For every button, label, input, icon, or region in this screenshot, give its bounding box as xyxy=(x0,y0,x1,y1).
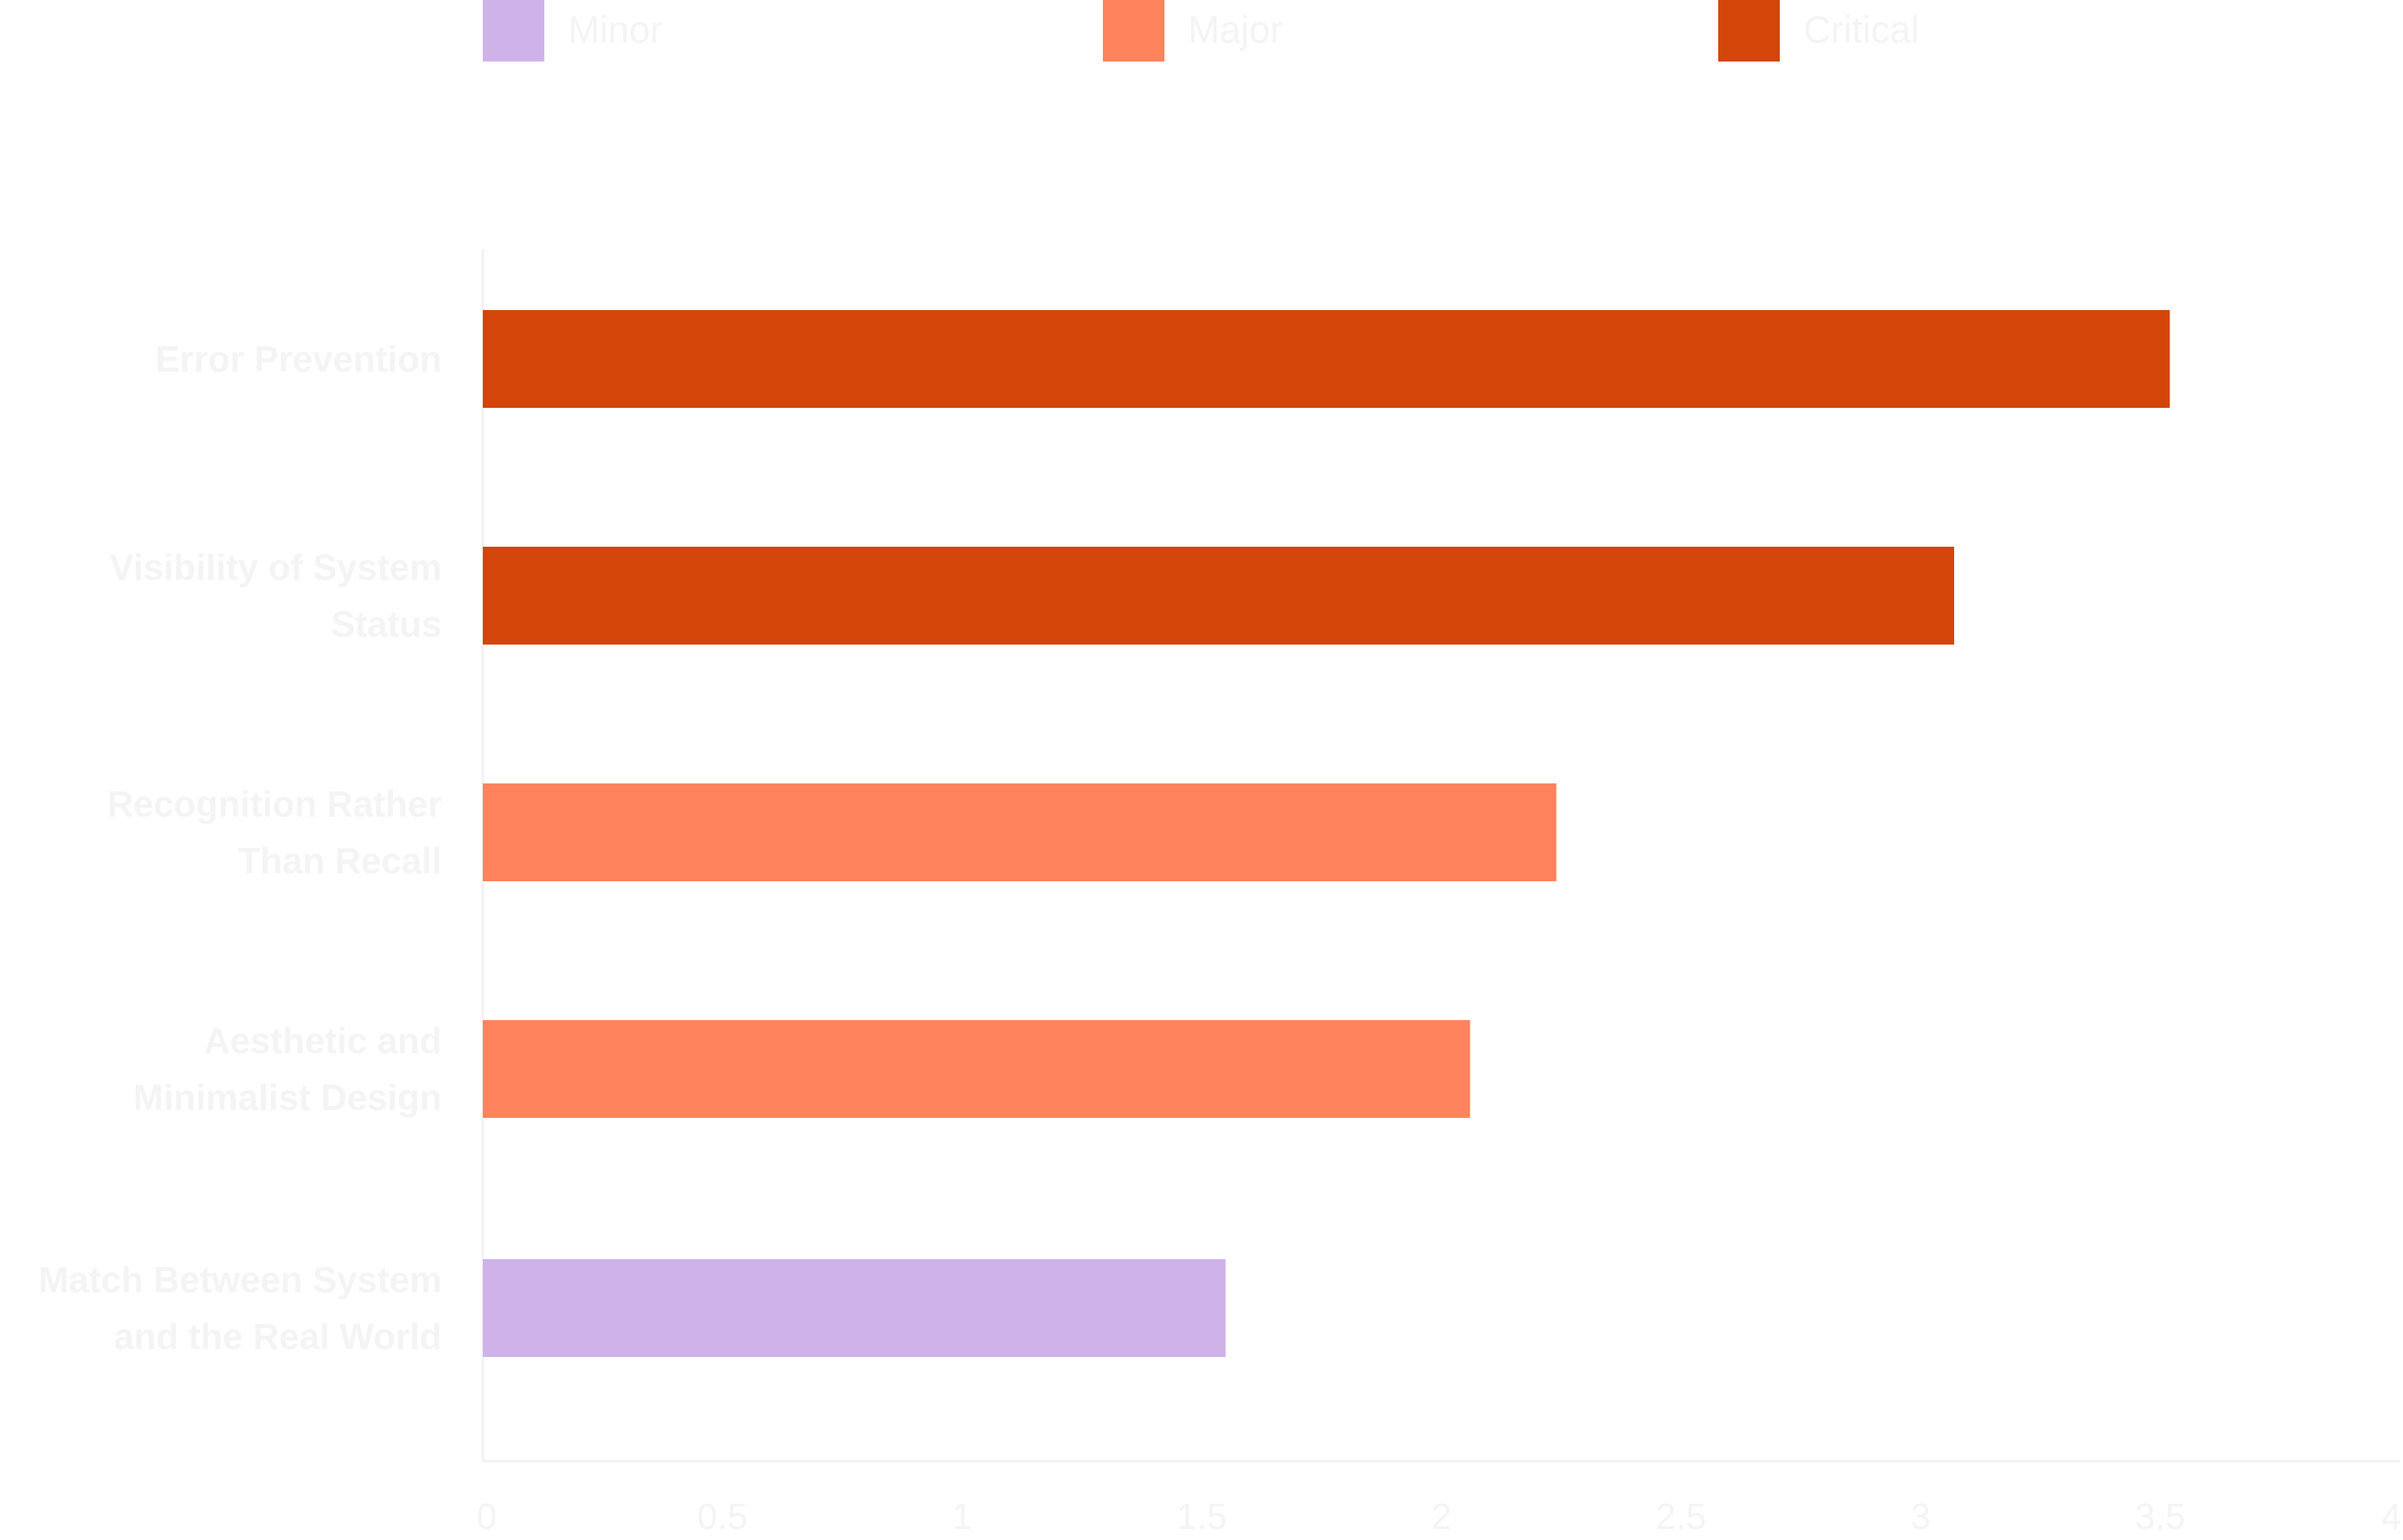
bar-1 xyxy=(483,310,2170,408)
x-tick-label: 0 xyxy=(476,1496,497,1537)
category-label-line: Than Recall xyxy=(238,840,442,881)
x-tick-label: 1 xyxy=(952,1496,973,1537)
category-label-1: Error Prevention xyxy=(155,338,442,379)
category-label-line: Recognition Rather xyxy=(107,783,442,824)
x-tick-label: 2 xyxy=(1431,1496,1452,1537)
x-tick-label: 3.5 xyxy=(2135,1496,2185,1537)
category-label-5: Match Between System and the Real World xyxy=(39,1259,442,1357)
x-tick-labels: 0 0.5 1 1.5 2 2.5 3 3.5 4 xyxy=(476,1496,2401,1537)
category-label-line: Minimalist Design xyxy=(133,1077,442,1118)
category-label-line: and the Real World xyxy=(114,1316,442,1357)
bar-2 xyxy=(483,547,1955,645)
category-label-line: Error Prevention xyxy=(155,338,442,379)
legend-swatch-minor xyxy=(483,0,544,62)
x-tick-label: 1.5 xyxy=(1176,1496,1227,1537)
x-tick-label: 3 xyxy=(1911,1496,1931,1537)
x-tick-label: 0.5 xyxy=(697,1496,748,1537)
category-label-line: Match Between System xyxy=(39,1259,442,1300)
bar-5 xyxy=(483,1259,1226,1357)
legend-label-major: Major xyxy=(1188,9,1283,51)
category-label-3: Recognition Rather Than Recall xyxy=(107,783,442,881)
legend-swatch-critical xyxy=(1718,0,1780,62)
x-tick-label: 4 xyxy=(2381,1496,2401,1537)
bar-3 xyxy=(483,783,1557,881)
bars xyxy=(483,310,2170,1357)
legend-swatch-major xyxy=(1103,0,1164,62)
category-label-line: Status xyxy=(331,604,442,645)
category-label-2: Visibility of System Status xyxy=(110,547,442,645)
x-tick-label: 2.5 xyxy=(1656,1496,1706,1537)
category-label-4: Aesthetic and Minimalist Design xyxy=(133,1020,442,1118)
legend-label-critical: Critical xyxy=(1803,9,1919,51)
category-labels: Error Prevention Visibility of System Stat… xyxy=(39,338,442,1357)
legend-label-minor: Minor xyxy=(568,9,663,51)
category-label-line: Aesthetic and xyxy=(204,1020,442,1061)
bar-4 xyxy=(483,1020,1471,1118)
category-label-line: Visibility of System xyxy=(110,547,442,588)
legend: Minor Major Critical xyxy=(483,0,1919,62)
